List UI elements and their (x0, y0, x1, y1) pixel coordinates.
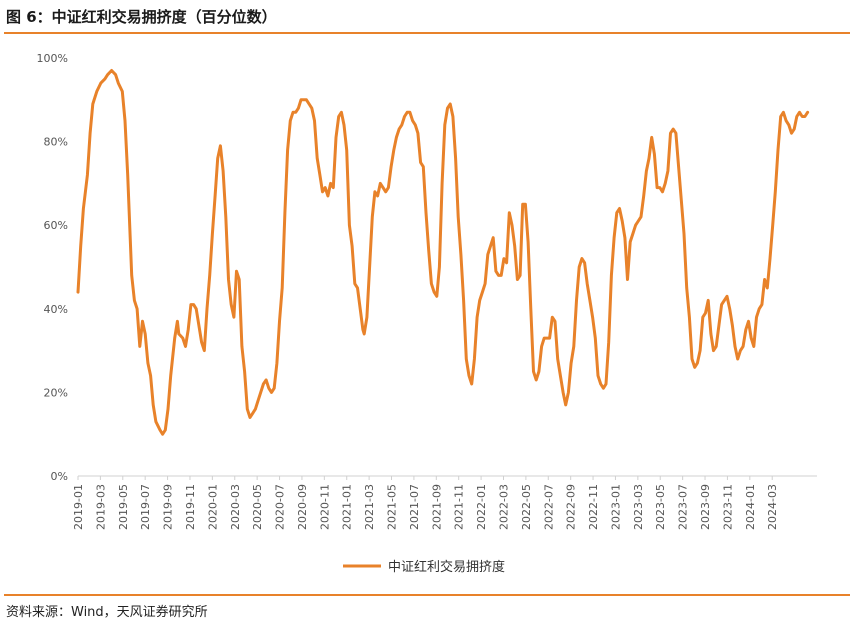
x-tick-label: 2021-05 (386, 484, 399, 530)
x-tick-label: 2019-09 (162, 484, 175, 530)
y-tick-label: 0% (51, 470, 68, 483)
x-tick-label: 2024-03 (766, 484, 779, 530)
x-tick-label: 2019-05 (117, 484, 130, 530)
series-layer (76, 69, 810, 436)
x-axis-labels: 2019-01 2019-03 2019-05 2019-07 2019-09 2019-… (72, 476, 779, 530)
x-tick-label: 2023-03 (632, 484, 645, 530)
y-tick-label: 60% (44, 219, 68, 232)
x-tick-label: 2020-07 (274, 484, 287, 530)
x-tick-label: 2019-11 (184, 484, 197, 530)
x-tick-label: 2022-09 (565, 484, 578, 530)
x-tick-label: 2023-01 (609, 484, 622, 530)
x-tick-label: 2019-01 (72, 484, 85, 530)
x-tick-label: 2024-01 (744, 484, 757, 530)
chart-canvas: 0% 20% 40% 60% 80% 100% 2019-01 2019-03 2019-05… (37, 52, 817, 575)
x-tick-label: 2019-07 (139, 484, 152, 530)
x-tick-label: 2020-05 (251, 484, 264, 530)
top-divider (4, 32, 850, 34)
x-tick-label: 2022-03 (497, 484, 510, 530)
x-tick-label: 2021-01 (341, 484, 354, 530)
legend: 中证红利交易拥挤度 (343, 559, 505, 575)
y-axis-labels: 0% 20% 40% 60% 80% 100% (37, 52, 68, 483)
x-tick-label: 2020-09 (296, 484, 309, 530)
x-tick-label: 2021-07 (408, 484, 421, 530)
source-note: 资料来源：Wind，天风证券研究所 (6, 605, 208, 620)
series-line (76, 69, 810, 436)
x-tick-label: 2020-11 (318, 484, 331, 530)
x-tick-label: 2022-01 (475, 484, 488, 530)
x-tick-label: 2020-03 (229, 484, 242, 530)
x-tick-label: 2021-03 (363, 484, 376, 530)
x-tick-label: 2019-03 (94, 484, 107, 530)
bottom-divider (4, 594, 850, 596)
legend-label: 中证红利交易拥挤度 (388, 559, 505, 575)
x-tick-label: 2021-11 (453, 484, 466, 530)
x-tick-label: 2020-01 (206, 484, 219, 530)
x-tick-label: 2021-09 (430, 484, 443, 530)
y-tick-label: 80% (44, 136, 68, 149)
x-tick-label: 2023-09 (699, 484, 712, 530)
y-tick-label: 20% (44, 386, 68, 399)
x-tick-label: 2023-05 (654, 484, 667, 530)
y-tick-label: 100% (37, 52, 68, 65)
x-tick-label: 2023-07 (677, 484, 690, 530)
x-tick-label: 2023-11 (721, 484, 734, 530)
y-tick-label: 40% (44, 303, 68, 316)
x-tick-label: 2022-07 (542, 484, 555, 530)
chart-title: 图 6：中证红利交易拥挤度（百分位数） (6, 8, 277, 26)
x-tick-label: 2022-05 (520, 484, 533, 530)
x-tick-label: 2022-11 (587, 484, 600, 530)
